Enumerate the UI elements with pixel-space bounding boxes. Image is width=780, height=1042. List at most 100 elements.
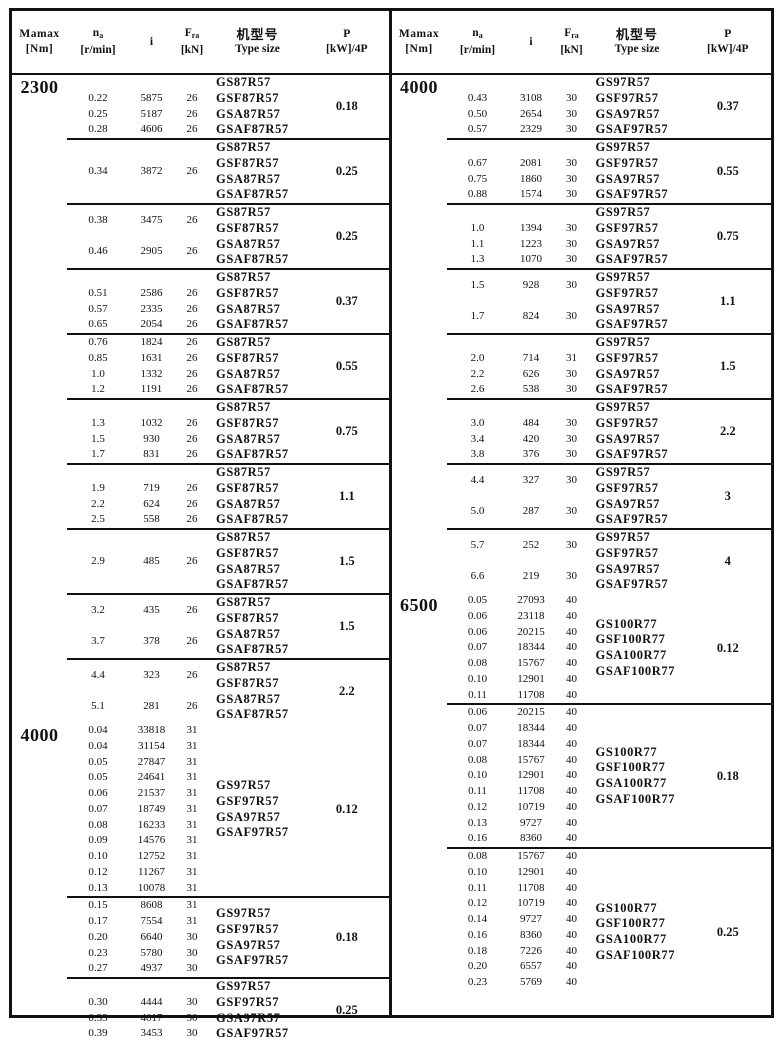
radial-force: 26 — [186, 448, 198, 461]
radial-force: 40 — [566, 753, 577, 766]
table-row: 0.10 12752 31 — [67, 849, 210, 865]
header-na-unit: [r/min] — [459, 44, 496, 56]
type-size: GSAF97R57 — [595, 252, 669, 267]
table-group: 0.34 3872 26 GS87R57 GSF87R57 GSA87R57 GSAF87R… — [67, 138, 389, 203]
type-size: GSAF100R77 — [595, 791, 676, 806]
ratio: 18749 — [137, 802, 166, 815]
ratio-rows: 0.06 20215 40 0.07 18344 40 0.07 18344 40 0.08 157… — [447, 705, 590, 847]
ratio: 2081 — [520, 156, 542, 169]
radial-force: 30 — [186, 1027, 198, 1040]
radial-force: 30 — [566, 123, 577, 136]
power-cell: 1.1 — [305, 465, 389, 528]
output-speed: 0.16 — [467, 832, 488, 845]
ratio-rows: 1.0 1394 30 1.1 1223 30 1.3 1070 30 — [447, 205, 590, 268]
output-speed: 0.15 — [88, 899, 108, 912]
table-row: 0.12 10719 40 — [447, 800, 590, 816]
radial-force: 26 — [186, 481, 198, 494]
radial-force: 40 — [566, 944, 577, 957]
output-speed: 0.76 — [88, 336, 108, 348]
ratio-rows: 5.7 252 30 6.6 219 30 — [447, 530, 590, 593]
ratio: 9727 — [520, 816, 542, 829]
table-row: 1.0 1394 30 — [447, 221, 590, 237]
power-cell: 0.12 — [305, 723, 389, 896]
output-speed: 3.0 — [470, 416, 485, 429]
radial-force: 26 — [186, 367, 198, 380]
output-speed: 0.23 — [467, 976, 488, 988]
radial-force: 30 — [186, 1011, 198, 1024]
ratio: 11708 — [517, 785, 545, 797]
radial-force: 30 — [566, 156, 577, 169]
radial-force: 26 — [186, 123, 198, 136]
type-size: GSAF100R77 — [595, 663, 676, 678]
ratio-rows: 0.22 5875 26 0.25 5187 26 0.28 4606 26 — [67, 75, 210, 138]
table-row: 0.16 8360 40 — [447, 831, 590, 847]
header-mamax-unit: [Nm] — [405, 43, 433, 55]
type-sizes: GS97R57 GSF97R57 GSA97R57 GSAF97R57 — [590, 140, 685, 203]
type-sizes: GS87R57 GSF87R57 GSA87R57 GSAF87R57 — [210, 205, 305, 268]
type-size: GS87R57 — [216, 335, 271, 349]
type-size: GS87R57 — [216, 530, 271, 544]
output-speed: 0.51 — [88, 286, 108, 299]
table-row: 0.20 6640 30 — [67, 930, 210, 946]
table-row: 2.6 538 30 — [447, 382, 590, 398]
table-row: 2.0 714 31 — [447, 351, 590, 367]
type-sizes: GS87R57 GSF87R57 GSA87R57 GSAF87R57 — [210, 660, 305, 723]
ratio: 624 — [143, 497, 160, 510]
type-size: GSAF87R57 — [216, 187, 289, 202]
mamax-value: 4000 — [20, 725, 59, 745]
header-type: 机型号 Type size — [590, 27, 685, 57]
header-na-label: n — [92, 27, 100, 39]
power-cell: 2.2 — [685, 400, 772, 463]
output-speed: 1.2 — [91, 383, 105, 396]
table-body: 4000 0.43 3108 30 0.50 2654 30 0.57 2329 30 GS97R5… — [392, 75, 772, 1015]
mamax-section: 4000 0.43 3108 30 0.50 2654 30 0.57 2329 30 GS97R5… — [392, 75, 772, 593]
mamax-section: 4000 0.04 33818 31 0.04 31154 31 0.05 27847 31 0.0… — [12, 723, 389, 1042]
radial-force: 26 — [186, 513, 198, 526]
type-size: GSA87R57 — [216, 496, 281, 511]
output-speed: 0.10 — [467, 769, 488, 782]
ratio: 18344 — [517, 641, 545, 654]
ratio: 1574 — [520, 188, 542, 201]
radial-force: 40 — [566, 816, 577, 829]
radial-force: 31 — [566, 351, 577, 364]
type-sizes: GS87R57 GSF87R57 GSA87R57 GSAF87R57 — [210, 270, 305, 333]
radial-force: 40 — [566, 625, 577, 638]
radial-force: 26 — [186, 432, 198, 445]
table-row: 0.10 12901 40 — [447, 768, 590, 784]
header-fra-sub: ra — [191, 31, 200, 40]
table-row: 0.07 18344 40 — [447, 721, 590, 737]
ratio: 281 — [143, 700, 160, 713]
ratio: 831 — [143, 448, 160, 461]
power-value: 1.1 — [719, 294, 736, 308]
radial-force: 40 — [566, 706, 577, 719]
ratio: 6557 — [520, 960, 542, 973]
ratio: 485 — [143, 554, 160, 567]
table-row: 0.23 5769 40 — [447, 975, 590, 991]
type-size: GSAF87R57 — [216, 707, 289, 722]
power-cell: 0.25 — [685, 849, 772, 1015]
ratio: 8360 — [520, 832, 542, 845]
header-mamax-label: Mamax — [398, 28, 440, 40]
type-size: GSAF97R57 — [216, 825, 289, 840]
type-size: GSAF100R77 — [595, 947, 676, 962]
type-size: GSF87R57 — [216, 285, 280, 300]
output-speed: 0.18 — [467, 944, 488, 957]
table-row: 3.7 378 26 — [67, 634, 210, 650]
type-sizes: GS97R57 GSF97R57 GSA97R57 GSAF97R57 — [590, 205, 685, 268]
table-row: 0.07 18344 40 — [447, 640, 590, 656]
ratio: 2905 — [140, 245, 163, 258]
ratio: 5769 — [520, 976, 542, 988]
radial-force: 30 — [566, 448, 577, 461]
output-speed: 0.06 — [467, 609, 488, 622]
power-cell: 2.2 — [305, 660, 389, 723]
power-value: 0.12 — [716, 640, 739, 655]
power-cell: 4 — [685, 530, 772, 593]
header-p-unit: [kW]/4P — [325, 43, 368, 55]
power-value: 2.2 — [338, 684, 355, 698]
header-type: 机型号 Type size — [210, 27, 305, 57]
ratio: 12752 — [137, 850, 166, 862]
output-speed: 0.50 — [467, 107, 488, 120]
type-sizes: GS87R57 GSF87R57 GSA87R57 GSAF87R57 — [210, 400, 305, 463]
ratio: 31154 — [137, 739, 166, 752]
header-type-zh: 机型号 — [615, 27, 658, 42]
